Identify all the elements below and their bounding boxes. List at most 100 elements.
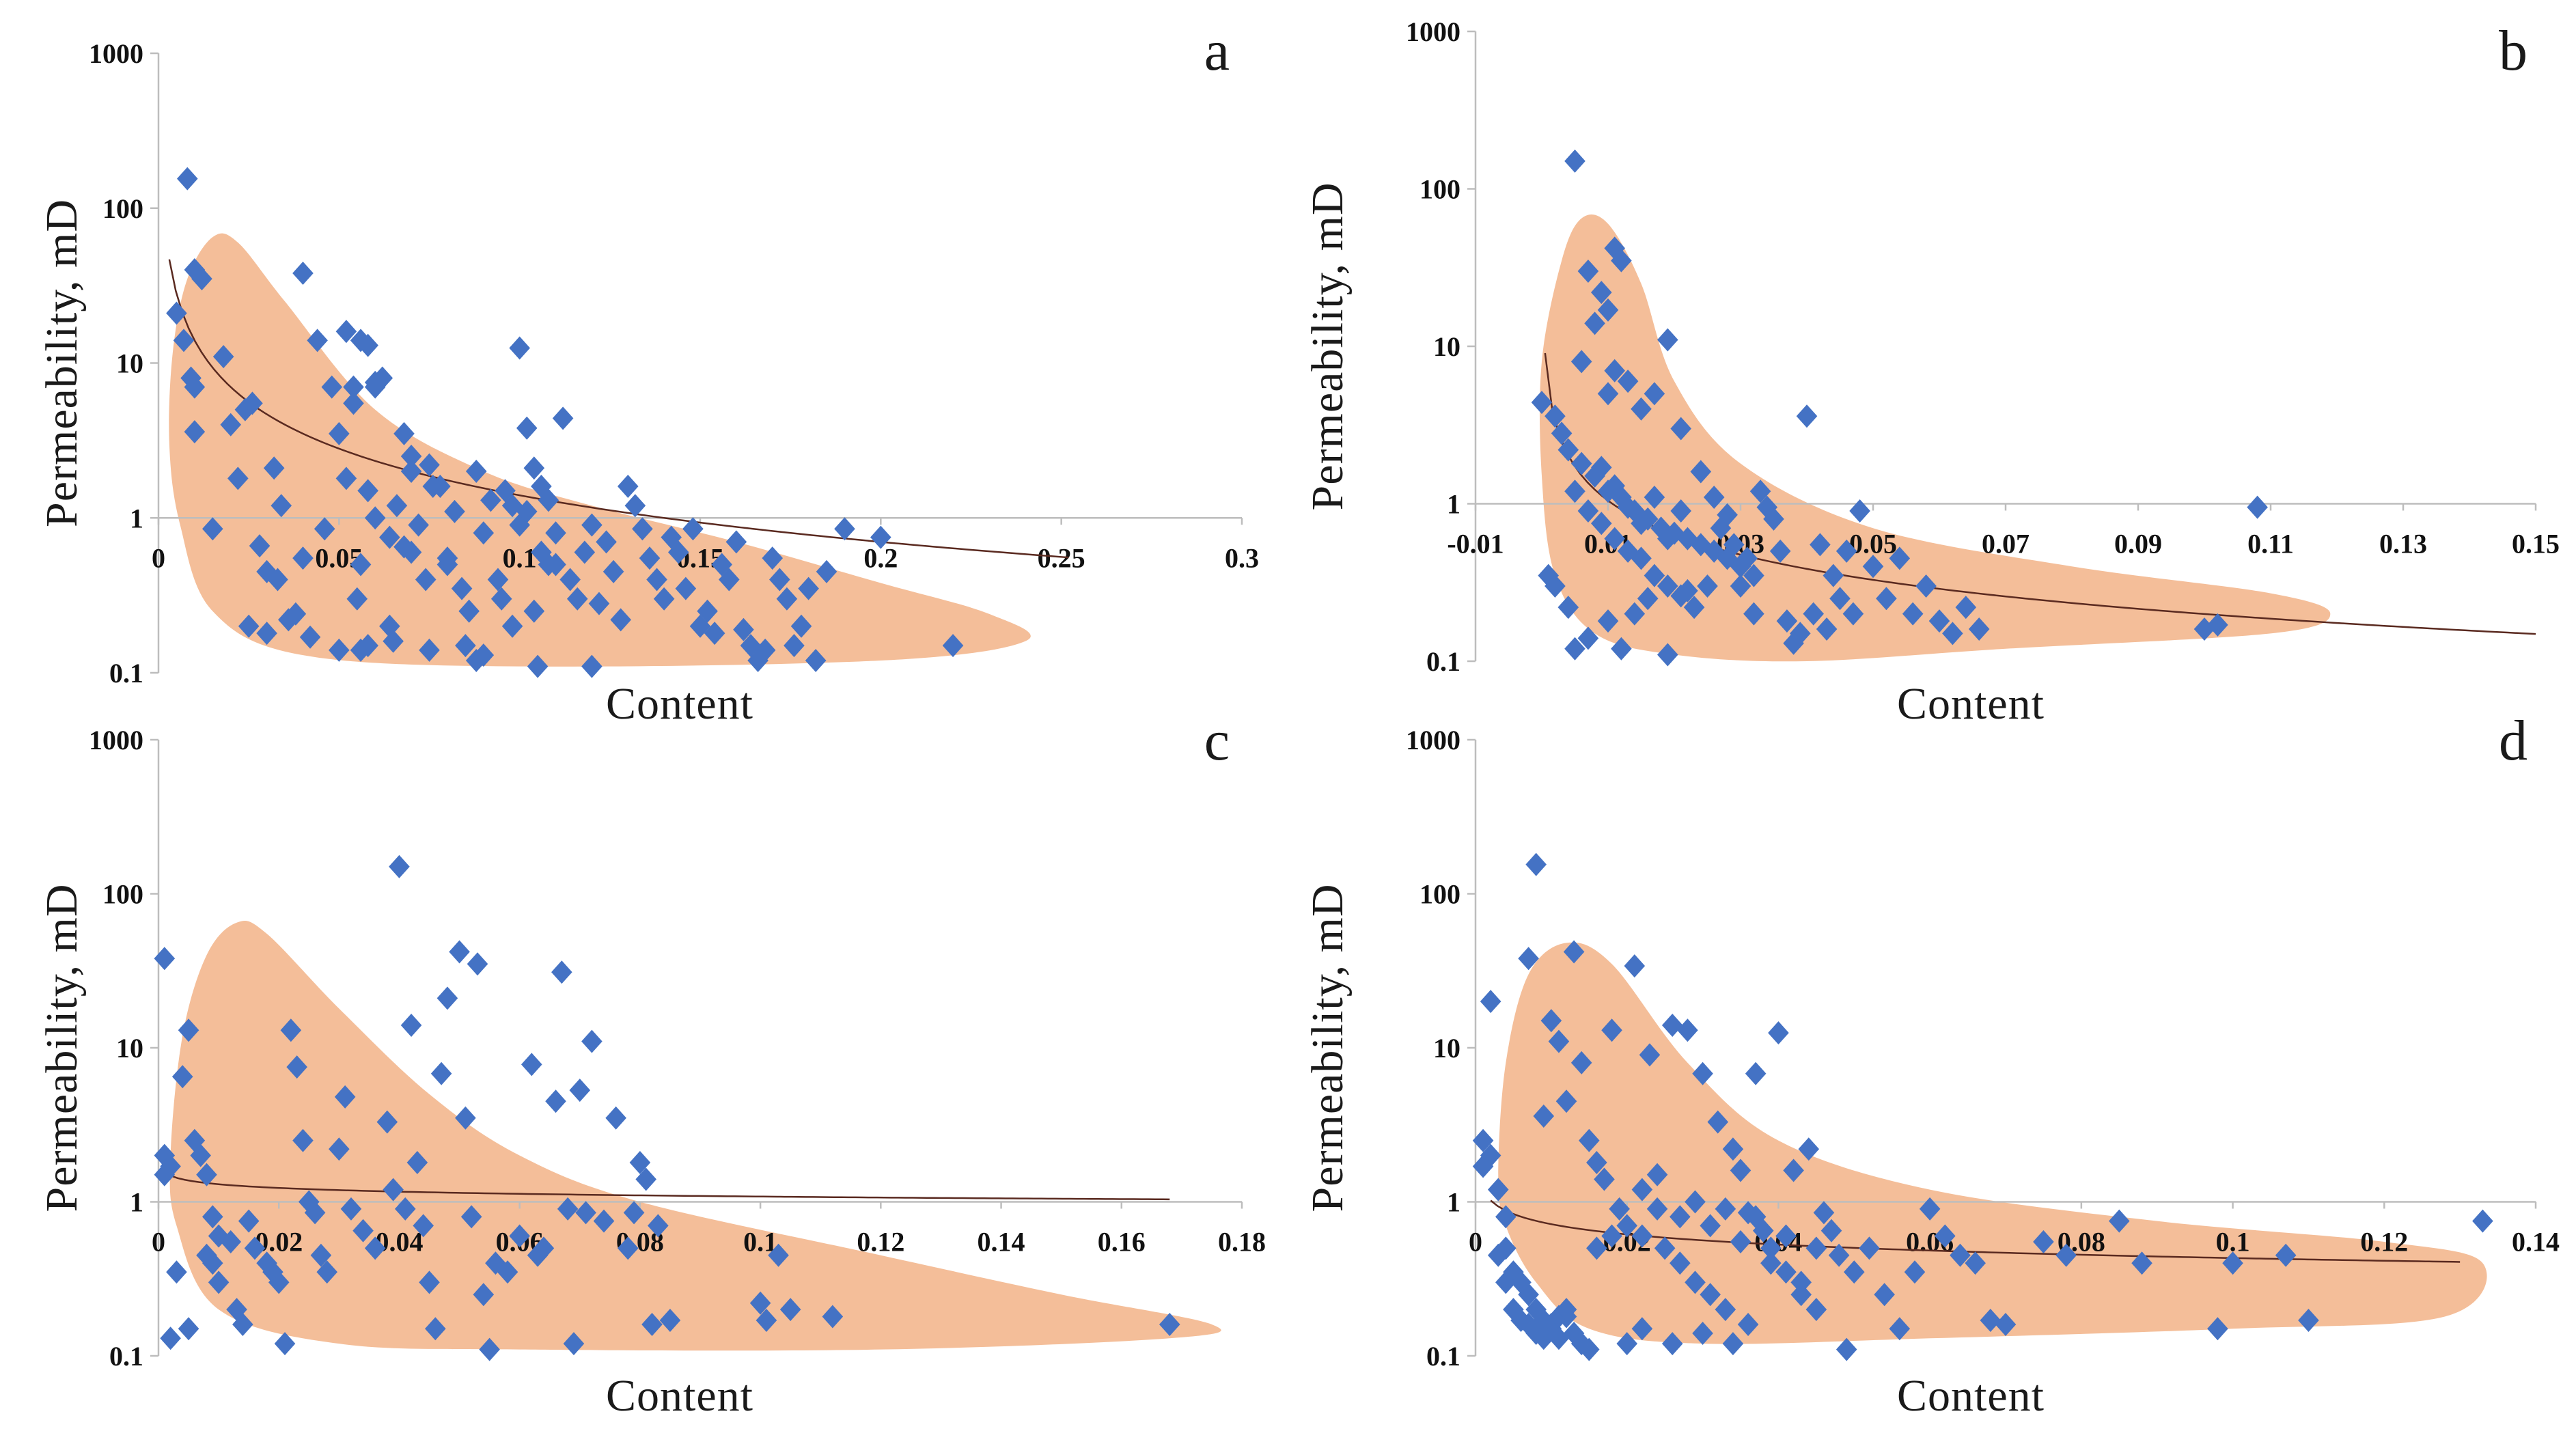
data-point (1586, 1150, 1607, 1174)
x-tick-label: 0.15 (2512, 529, 2560, 559)
y-tick-label: 10 (1433, 1033, 1460, 1064)
data-point (268, 1270, 290, 1294)
data-point (1790, 622, 1811, 645)
y-tick-label: 1000 (89, 38, 143, 69)
panel-label: d (2499, 709, 2527, 773)
data-point (184, 420, 206, 444)
data-point (1570, 350, 1592, 374)
panel-label: b (2499, 19, 2527, 83)
data-point (779, 1298, 801, 1322)
data-point (184, 1128, 206, 1152)
data-point (545, 521, 566, 545)
data-point (180, 366, 202, 390)
data-point (1545, 574, 1566, 598)
data-point (1564, 480, 1585, 503)
data-point (1646, 1163, 1668, 1186)
data-point (455, 1106, 476, 1130)
data-point (329, 638, 350, 662)
data-point (299, 625, 321, 649)
data-point (2055, 1243, 2077, 1267)
data-point (1577, 499, 1599, 523)
y-tick-label: 1 (1447, 489, 1460, 520)
data-point (1859, 1236, 1880, 1260)
data-point (718, 568, 740, 592)
data-point (557, 1197, 579, 1221)
data-point (364, 370, 386, 394)
data-point (1591, 512, 1612, 536)
data-point (1723, 533, 1745, 557)
data-point (2131, 1251, 2152, 1275)
data-point (784, 634, 805, 658)
data-point (2298, 1309, 2319, 1333)
y-tick-label: 1000 (1406, 725, 1460, 755)
data-point (286, 1055, 307, 1079)
data-point (1624, 954, 1646, 978)
data-point (1594, 1167, 1615, 1191)
data-point (400, 1014, 422, 1038)
data-point (1538, 564, 1559, 587)
x-tick-label: 0.16 (1098, 1227, 1146, 1258)
y-tick-label: 100 (1419, 879, 1460, 910)
data-point (1902, 602, 1924, 626)
x-tick-label: 0.14 (2512, 1227, 2560, 1258)
panel-label: c (1204, 709, 1230, 773)
data-point (208, 1224, 230, 1248)
data-point (1525, 852, 1547, 876)
data-point (501, 614, 523, 638)
data-point (1577, 260, 1599, 283)
data-point (1604, 527, 1625, 551)
data-point (610, 608, 631, 632)
data-point (419, 638, 440, 662)
data-point (1637, 507, 1659, 531)
data-point (1661, 1014, 1683, 1038)
data-point (1657, 527, 1678, 551)
data-point (1472, 1128, 1494, 1152)
data-point (1159, 1312, 1180, 1336)
y-axis-title: Permeability, mD (37, 884, 87, 1212)
data-point (329, 421, 350, 445)
data-point (487, 568, 509, 592)
data-point (581, 1029, 603, 1053)
data-point (1703, 485, 1725, 509)
data-point (335, 320, 357, 344)
data-point (422, 474, 444, 498)
data-point (1564, 149, 1585, 173)
data-point (329, 1137, 350, 1161)
data-point (1657, 328, 1678, 352)
y-axis-title: Permeability, mD (1303, 884, 1353, 1212)
data-point (1798, 1137, 1820, 1161)
data-point (479, 1337, 500, 1361)
data-point (1717, 503, 1738, 527)
trend-line (168, 259, 1069, 559)
data-point (1597, 382, 1619, 406)
data-point (1555, 1298, 1577, 1322)
data-point (1670, 1251, 1691, 1275)
data-point (1690, 533, 1712, 557)
data-point (343, 391, 364, 415)
envelope-region (1539, 214, 2331, 662)
data-point (545, 1089, 566, 1113)
data-point (357, 634, 378, 658)
data-point (437, 553, 458, 576)
y-tick-label: 1000 (89, 725, 143, 755)
data-point (646, 568, 667, 592)
data-point (196, 1163, 217, 1186)
data-point (516, 499, 538, 523)
data-point (559, 568, 581, 592)
data-point (364, 506, 386, 530)
data-point (538, 488, 559, 512)
data-point (1768, 1021, 1789, 1045)
x-tick-label: 0.07 (1982, 529, 2030, 559)
data-point (1876, 587, 1897, 611)
data-point (334, 1085, 356, 1109)
data-point (208, 1270, 230, 1294)
data-point (1707, 1110, 1729, 1134)
data-point (1722, 1137, 1744, 1161)
data-point (160, 1326, 181, 1350)
data-point (1700, 1283, 1721, 1307)
data-point (1836, 1337, 1857, 1361)
data-point (408, 513, 429, 537)
data-point (480, 488, 501, 512)
data-point (1796, 404, 1818, 428)
data-point (280, 1018, 302, 1042)
